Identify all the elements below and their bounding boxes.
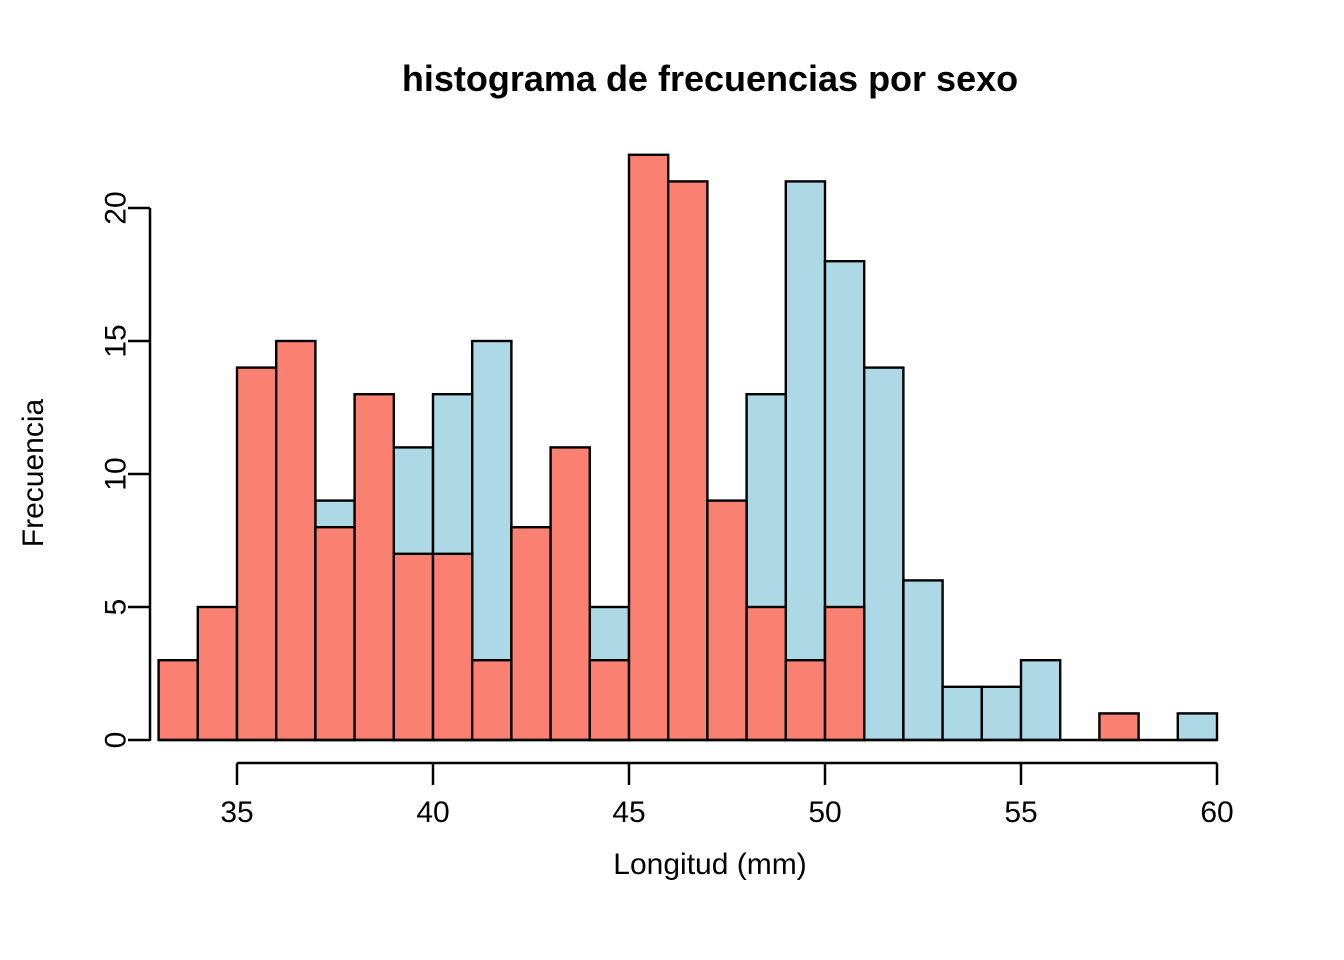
x-tick-label-50: 50 [808,796,841,829]
bar-blue-49 [784,180,827,742]
bar-red-34 [196,605,239,742]
x-axis-label: Longitud (mm) [613,848,807,881]
x-tick-label-60: 60 [1200,796,1233,829]
x-tick-label-35: 35 [220,796,253,829]
bar-red-38 [353,393,396,742]
bar-red-47 [706,499,748,742]
bar-blue-52 [902,579,944,742]
bar-blue-53 [941,685,983,742]
x-tick-label-40: 40 [416,796,449,829]
bar-blue-51 [863,366,905,742]
bar-red-43 [549,446,591,742]
bar-red-57 [1098,712,1140,742]
bar-red-36 [275,339,317,742]
y-tick-label-15: 15 [100,324,133,357]
bar-red-48 [745,605,787,742]
bar-red-35 [235,366,278,742]
y-tick-label-5: 5 [100,599,133,616]
bar-red-39 [392,552,435,742]
bar-red-42 [510,526,552,742]
bar-red-49 [784,659,827,742]
bar-red-33 [157,659,200,742]
chart-title: histograma de frecuencias por sexo [401,58,1019,99]
y-axis-label: Frecuencia [17,398,50,548]
bar-red-37 [314,526,356,742]
y-tick-label-20: 20 [100,191,133,224]
bar-red-44 [588,659,631,742]
bar-red-41 [471,659,513,742]
bar-red-46 [667,180,709,742]
x-tick-label-55: 55 [1004,796,1037,829]
bar-red-50 [823,605,866,742]
bar-blue-55 [1019,659,1062,742]
bar-blue-54 [980,685,1023,742]
bar-blue-59 [1176,712,1219,742]
y-tick-label-0: 0 [100,732,133,749]
bar-red-40 [431,552,474,742]
y-tick-label-10: 10 [100,457,133,490]
x-tick-label-45: 45 [612,796,645,829]
bar-red-45 [627,153,670,742]
